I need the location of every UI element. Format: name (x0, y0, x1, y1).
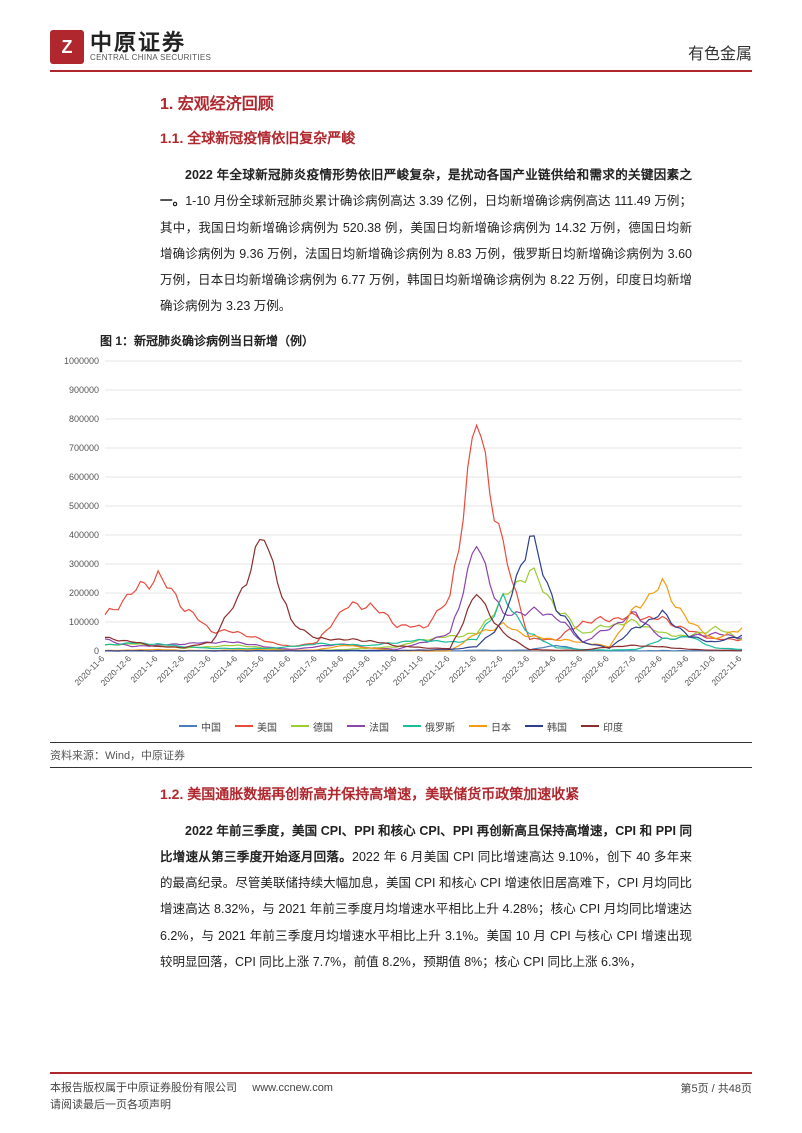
figure-1-label: 图 1：新冠肺炎确诊病例当日新增（例） (50, 332, 692, 349)
paragraph-2-rest: 2022 年 6 月美国 CPI 同比增速高达 9.10%，创下 40 多年来的… (160, 850, 692, 969)
svg-text:2021-5-6: 2021-5-6 (235, 653, 266, 684)
svg-text:1000000: 1000000 (64, 356, 99, 366)
svg-text:600000: 600000 (69, 472, 99, 482)
legend-label: 德国 (313, 719, 333, 734)
legend-label: 印度 (603, 719, 623, 734)
svg-text:900000: 900000 (69, 385, 99, 395)
figure-1-chart: 0100000200000300000400000500000600000700… (50, 353, 752, 713)
legend-label: 俄罗斯 (425, 719, 455, 734)
svg-text:2021-6-6: 2021-6-6 (261, 653, 292, 684)
legend-swatch-icon (179, 725, 197, 727)
footer-url: www.ccnew.com (252, 1082, 333, 1094)
page-footer: 本报告版权属于中原证券股份有限公司 www.ccnew.com 请阅读最后一页各… (50, 1072, 752, 1115)
legend-item: 德国 (291, 719, 333, 734)
legend-item: 日本 (469, 719, 511, 734)
svg-text:2021-4-6: 2021-4-6 (208, 653, 239, 684)
document-category: 有色金属 (688, 40, 752, 64)
legend-label: 美国 (257, 719, 277, 734)
paragraph-1-rest: 1-10 月份全球新冠肺炎累计确诊病例高达 3.39 亿例，日均新增确诊病例高达… (160, 194, 692, 313)
legend-label: 日本 (491, 719, 511, 734)
svg-text:2021-7-6: 2021-7-6 (288, 653, 319, 684)
logo-mark-icon: Z (50, 30, 84, 64)
svg-text:2021-3-6: 2021-3-6 (181, 653, 212, 684)
paragraph-1: 2022 年全球新冠肺炎疫情形势依旧严峻复杂，是扰动各国产业链供给和需求的关键因… (160, 162, 692, 320)
svg-text:2022-6-6: 2022-6-6 (580, 653, 611, 684)
legend-swatch-icon (291, 725, 309, 727)
svg-text:2022-2-6: 2022-2-6 (473, 653, 504, 684)
legend-swatch-icon (235, 725, 253, 727)
legend-swatch-icon (525, 725, 543, 727)
svg-text:2021-8-6: 2021-8-6 (314, 653, 345, 684)
legend-item: 中国 (179, 719, 221, 734)
legend-item: 韩国 (525, 719, 567, 734)
svg-text:200000: 200000 (69, 588, 99, 598)
logo-cn-text: 中原证券 (90, 32, 211, 54)
svg-text:400000: 400000 (69, 530, 99, 540)
paragraph-2: 2022 年前三季度，美国 CPI、PPI 和核心 CPI、PPI 再创新高且保… (160, 818, 692, 976)
chart-legend: 中国 美国 德国 法国 俄罗斯 日本 韩国 印度 (50, 713, 752, 738)
footer-disclaimer: 请阅读最后一页各项声明 (50, 1099, 171, 1111)
svg-text:2022-1-6: 2022-1-6 (447, 653, 478, 684)
svg-text:300000: 300000 (69, 559, 99, 569)
footer-copyright: 本报告版权属于中原证券股份有限公司 (50, 1082, 237, 1094)
legend-swatch-icon (403, 725, 421, 727)
legend-item: 俄罗斯 (403, 719, 455, 734)
legend-item: 印度 (581, 719, 623, 734)
footer-page-number: 第5页 / 共48页 (680, 1080, 752, 1115)
legend-label: 法国 (369, 719, 389, 734)
svg-text:2021-2-6: 2021-2-6 (155, 653, 186, 684)
svg-text:2021-1-6: 2021-1-6 (128, 653, 159, 684)
section-1-heading: 1. 宏观经济回顾 (160, 90, 692, 114)
svg-text:2022-5-6: 2022-5-6 (553, 653, 584, 684)
logo-en-text: CENTRAL CHINA SECURITIES (90, 54, 211, 62)
svg-text:2022-4-6: 2022-4-6 (526, 653, 557, 684)
legend-item: 美国 (235, 719, 277, 734)
legend-swatch-icon (347, 725, 365, 727)
legend-swatch-icon (581, 725, 599, 727)
legend-item: 法国 (347, 719, 389, 734)
figure-1-source: 资料来源：Wind，中原证券 (50, 742, 752, 768)
legend-label: 韩国 (547, 719, 567, 734)
svg-text:2022-7-6: 2022-7-6 (606, 653, 637, 684)
legend-label: 中国 (201, 719, 221, 734)
company-logo: Z 中原证券 CENTRAL CHINA SECURITIES (50, 30, 211, 64)
legend-swatch-icon (469, 725, 487, 727)
section-1-1-heading: 1.1. 全球新冠疫情依旧复杂严峻 (160, 128, 692, 148)
svg-text:500000: 500000 (69, 501, 99, 511)
svg-text:2022-8-6: 2022-8-6 (633, 653, 664, 684)
svg-text:800000: 800000 (69, 414, 99, 424)
svg-text:100000: 100000 (69, 617, 99, 627)
svg-text:2022-3-6: 2022-3-6 (500, 653, 531, 684)
section-1-2-heading: 1.2. 美国通胀数据再创新高并保持高增速，美联储货币政策加速收紧 (160, 784, 692, 804)
page-header: Z 中原证券 CENTRAL CHINA SECURITIES 有色金属 (50, 30, 752, 72)
svg-text:700000: 700000 (69, 443, 99, 453)
